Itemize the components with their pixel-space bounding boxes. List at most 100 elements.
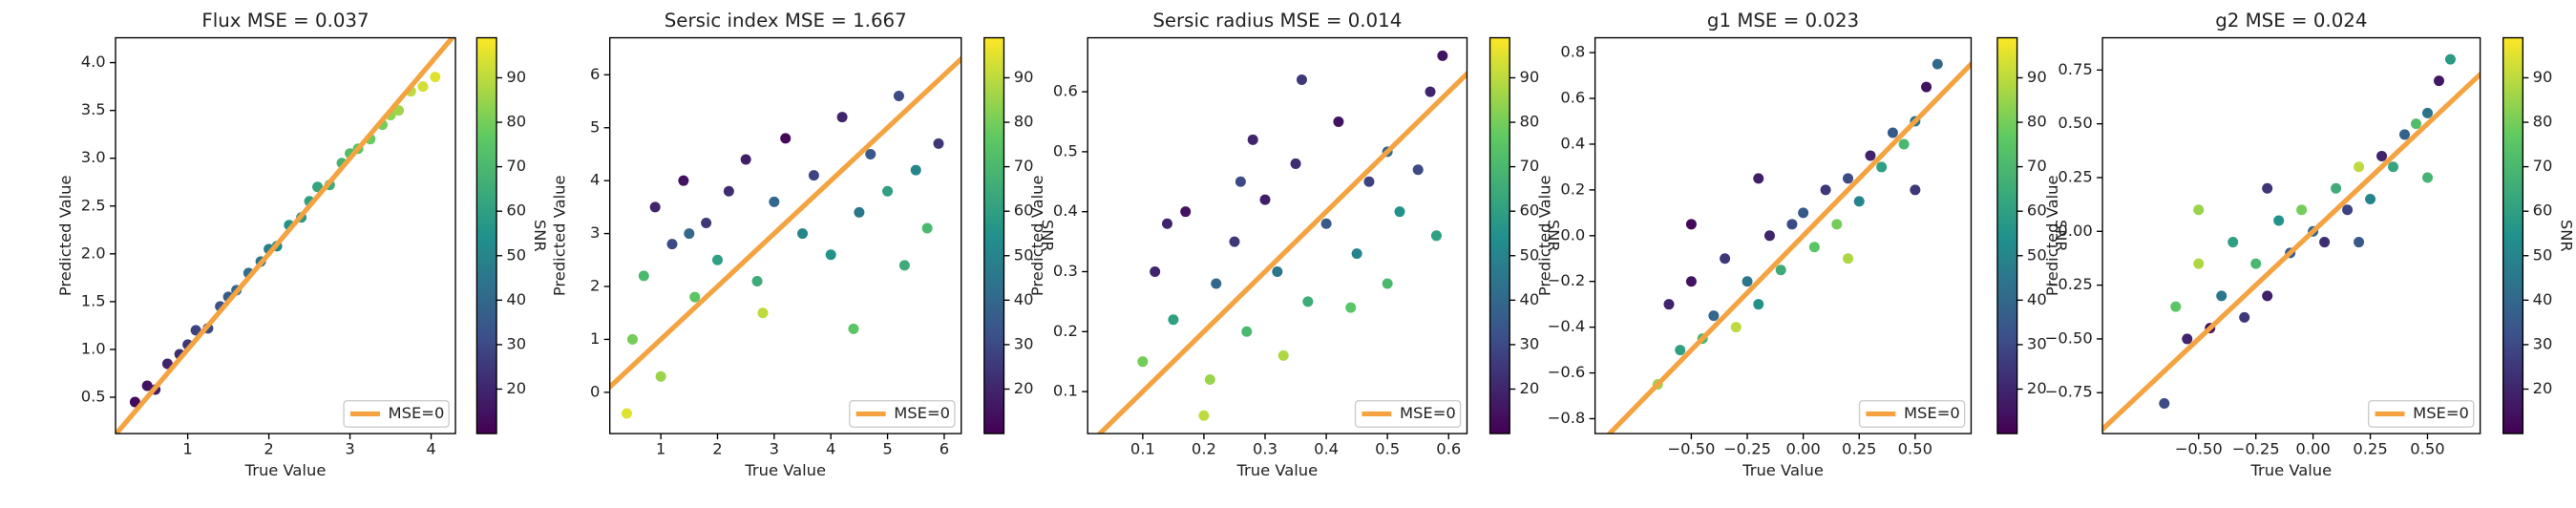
point xyxy=(1675,345,1686,356)
colorbar-tick-label: 50 xyxy=(1520,245,1540,264)
y-tick-label: 5 xyxy=(590,117,600,136)
point xyxy=(1425,86,1436,97)
colorbar-tick-label: 70 xyxy=(2533,157,2553,175)
point xyxy=(723,185,734,197)
colorbar-tick-label: 40 xyxy=(2027,290,2047,308)
x-axis-label: True Value xyxy=(1235,461,1318,479)
point xyxy=(655,370,666,382)
point xyxy=(780,133,792,144)
point xyxy=(684,228,695,240)
title: Sersic index MSE = 1.667 xyxy=(665,10,907,32)
x-tick-label: 0.4 xyxy=(1314,440,1339,458)
point xyxy=(129,396,140,408)
colorbar-tick-label: 30 xyxy=(1014,334,1034,352)
x-tick-label: 4 xyxy=(826,440,835,458)
point xyxy=(2421,107,2433,118)
y-tick-label: 0.50 xyxy=(2058,114,2092,132)
point xyxy=(2262,182,2273,194)
legend-box xyxy=(849,399,956,428)
y-tick-label: 0.4 xyxy=(1053,201,1078,220)
point xyxy=(678,175,689,186)
reference-line xyxy=(116,37,456,434)
point xyxy=(1277,349,1289,361)
colorbar-tick-label: 20 xyxy=(506,379,526,397)
y-tick-label: 6 xyxy=(590,65,600,83)
point xyxy=(769,196,780,207)
x-tick-label: 1 xyxy=(182,440,192,458)
x-tick-label: 0.6 xyxy=(1436,440,1461,458)
point xyxy=(1685,219,1697,230)
colorbar-tick-label: 80 xyxy=(1520,113,1540,131)
y-tick-label: −0.2 xyxy=(1548,271,1586,289)
y-tick-label: 0.2 xyxy=(1560,180,1585,198)
colorbar-gradient xyxy=(1489,36,1510,434)
legend: MSE=0 xyxy=(1858,399,1966,428)
x-tick-label: 0.50 xyxy=(2410,440,2444,458)
x-tick-label: 2 xyxy=(264,440,273,458)
y-tick-label: 2 xyxy=(590,276,600,294)
x-tick-label: 4 xyxy=(426,440,435,458)
point xyxy=(417,81,429,93)
point xyxy=(797,228,809,240)
point xyxy=(1898,138,1910,150)
point xyxy=(865,148,876,159)
colorbar-tick-label: 20 xyxy=(2027,379,2047,397)
legend-label: MSE=0 xyxy=(389,404,445,422)
colorbar-gradient xyxy=(983,36,1005,434)
x-tick-label: 5 xyxy=(882,440,892,458)
colorbar-tick-label: 70 xyxy=(2027,157,2047,175)
y-tick-label: −0.8 xyxy=(1548,409,1586,427)
point xyxy=(757,307,769,319)
x-tick-label: 3 xyxy=(345,440,354,458)
legend-label: MSE=0 xyxy=(2413,404,2469,422)
x-tick-label: 0.25 xyxy=(2353,440,2387,458)
point xyxy=(1345,302,1357,313)
y-tick-label: 2.0 xyxy=(81,243,106,262)
y-tick-label: 0.5 xyxy=(1053,141,1078,159)
point xyxy=(1753,173,1764,184)
point xyxy=(1808,242,1820,253)
point xyxy=(1211,278,1222,289)
y-tick-label: 0.3 xyxy=(1053,262,1078,280)
y-axis-label: Predicted Value xyxy=(551,175,569,296)
point xyxy=(1786,219,1798,230)
y-tick-label: −0.6 xyxy=(1548,363,1586,381)
point xyxy=(898,260,910,271)
point xyxy=(921,222,933,234)
point xyxy=(1831,219,1843,230)
subplot: 1 2 3 4 0.5 1.0 1.5 2.0 2.5 3.0 3.5 4.0 Flux MSE = 0… xyxy=(56,10,549,479)
y-tick-label: 3.5 xyxy=(81,100,106,118)
point xyxy=(1720,253,1731,265)
colorbar-tick-label: 90 xyxy=(2533,68,2553,86)
point xyxy=(1320,218,1332,229)
point xyxy=(649,201,661,213)
title: Flux MSE = 0.037 xyxy=(201,10,369,32)
colorbar: 20 30 40 50 60 70 80 90 SNR xyxy=(1996,36,2070,434)
colorbar: 20 30 40 50 60 70 80 90 SNR xyxy=(983,36,1057,434)
point xyxy=(1685,276,1697,287)
x-tick-label: 3 xyxy=(770,440,779,458)
point xyxy=(1887,127,1898,138)
point xyxy=(1241,326,1253,337)
x-axis-label: True Value xyxy=(2249,461,2332,479)
x-tick-label: 0.25 xyxy=(1842,440,1876,458)
point xyxy=(1430,230,1442,242)
y-tick-label: 0.1 xyxy=(1053,382,1078,400)
point xyxy=(1229,236,1240,247)
axes-frame xyxy=(1087,36,1468,434)
point xyxy=(1843,173,1854,184)
colorbar: 20 30 40 50 60 70 80 90 SNR xyxy=(475,36,549,434)
x-axis-label: True Value xyxy=(244,461,327,479)
y-axis-label: Predicted Value xyxy=(1028,175,1046,296)
colorbar-tick-label: 40 xyxy=(1014,290,1034,308)
title: g2 MSE = 0.024 xyxy=(2215,10,2367,32)
point xyxy=(1290,158,1301,169)
point xyxy=(1137,356,1149,368)
y-tick-label: 0.5 xyxy=(81,388,106,406)
y-tick-label: −0.75 xyxy=(2045,383,2093,401)
point xyxy=(1168,314,1179,326)
colorbar-tick-label: 30 xyxy=(2533,334,2553,352)
colorbar-gradient xyxy=(1996,36,2018,434)
colorbar-label: SNR xyxy=(2052,220,2070,252)
point xyxy=(701,217,712,229)
